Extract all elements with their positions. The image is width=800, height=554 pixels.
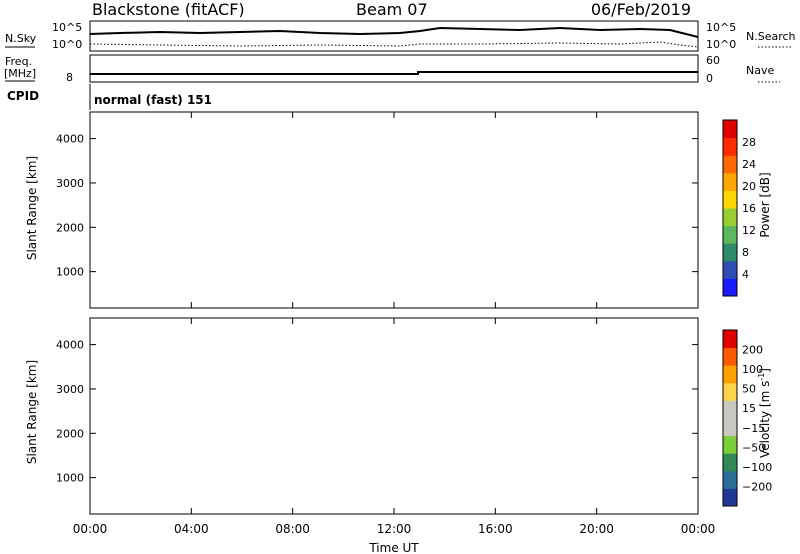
freq-unit-label: [MHz] — [4, 67, 36, 80]
freq-label: Freq. — [5, 55, 32, 68]
date-label: 06/Feb/2019 — [591, 0, 691, 19]
nsky-label: N.Sky — [5, 32, 37, 45]
nsky-tick-top: 10^5 — [52, 21, 82, 34]
nsearch-trace — [89, 41, 699, 48]
radar-title: Blackstone (fitACF) — [92, 0, 245, 19]
freq-tick: 8 — [66, 71, 73, 84]
nsearch-tick-top: 10^5 — [706, 21, 736, 34]
nave-label: Nave — [746, 64, 774, 77]
nsearch-tick-bottom: 10^0 — [706, 38, 736, 51]
nave-tick-bottom: 0 — [706, 72, 713, 85]
nave-tick-top: 60 — [706, 54, 720, 67]
beam-label: Beam 07 — [356, 0, 428, 19]
nsky-tick-bottom: 10^0 — [52, 38, 82, 51]
freq-trace — [90, 71, 698, 75]
cpid-value: normal (fast) 151 — [94, 93, 212, 107]
nsky-panel: N.Sky 10^5 10^0 10^5 10^0 N.Search — [5, 20, 796, 52]
nsearch-label: N.Search — [746, 30, 796, 43]
freq-panel: Freq. [MHz] 8 60 0 Nave — [4, 54, 780, 85]
nsky-trace — [89, 26, 699, 38]
cpid-label: CPID — [7, 89, 39, 103]
